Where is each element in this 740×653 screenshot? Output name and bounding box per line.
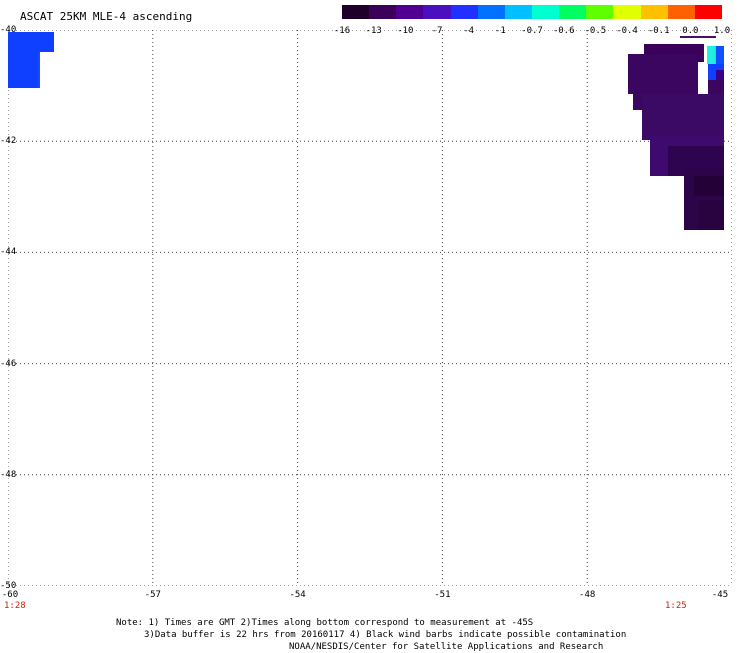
colorbar-label: -4 <box>463 26 475 36</box>
latitude-label: -46 <box>0 358 17 369</box>
colorbar-label: -0.1 <box>647 26 670 36</box>
colorbar-swatch <box>694 5 722 19</box>
colorbar-label: 0.0 <box>682 26 699 36</box>
notes: Note: 1) Times are GMT 2)Times along bot… <box>116 617 626 653</box>
longitude-label: -54 <box>289 590 306 600</box>
latitude-label: -48 <box>0 469 17 480</box>
latitude-label: -40 <box>0 25 17 35</box>
map-gridlines <box>8 30 732 586</box>
data-region-right <box>628 44 724 230</box>
colorbar-swatch <box>640 5 668 19</box>
colorbar-label: -0.6 <box>552 26 575 36</box>
colorbar-label: -1 <box>494 26 506 36</box>
colorbar-label: 1.0 <box>713 26 731 36</box>
colorbar-label: -0.7 <box>521 26 543 36</box>
map-plot <box>8 30 732 586</box>
colorbar-swatch <box>586 5 614 19</box>
time-label-left: 1:28 <box>4 601 26 611</box>
colorbar-label: -16 <box>333 26 351 36</box>
map-title: ASCAT 25KM MLE-4 ascending <box>20 10 193 23</box>
colorbar-swatch <box>559 5 587 19</box>
longitude-label: -51 <box>434 590 451 600</box>
colorbar-label: -0.4 <box>616 26 638 36</box>
longitude-label: -60 <box>1 590 19 600</box>
time-label-right: 1:25 <box>665 601 687 611</box>
colorbar-swatch <box>613 5 641 19</box>
longitude-label: -45 <box>711 590 729 600</box>
colorbar-swatch <box>450 5 478 19</box>
colorbar-label: -10 <box>397 26 414 36</box>
note-line-2: 3)Data buffer is 22 hrs from 20160117 4)… <box>144 630 627 640</box>
colorbar-labels: -16 -13 -10 -7 -4 -1 -0.7 -0.6 -0.5 -0.4 -0.1 0.0 1.… <box>330 26 740 38</box>
colorbar <box>342 5 722 19</box>
latitude-label: -42 <box>0 136 17 147</box>
colorbar-label: -0.5 <box>584 26 607 36</box>
colorbar-swatch <box>504 5 532 19</box>
colorbar-swatch <box>342 5 370 19</box>
data-region-upper-left <box>8 32 54 88</box>
note-line-1: Note: 1) Times are GMT 2)Times along bot… <box>116 618 534 628</box>
longitude-label: -48 <box>579 590 596 600</box>
colorbar-swatch <box>477 5 505 19</box>
colorbar-swatch <box>423 5 451 19</box>
colorbar-swatch <box>667 5 695 19</box>
colorbar-label: -7 <box>431 26 443 36</box>
colorbar-underline <box>680 36 716 38</box>
colorbar-label: -13 <box>365 26 382 36</box>
colorbar-swatch <box>531 5 560 19</box>
note-line-3: NOAA/NESDIS/Center for Satellite Applica… <box>289 642 604 652</box>
colorbar-swatch <box>396 5 424 19</box>
colorbar-swatch <box>369 5 397 19</box>
latitude-label: -50 <box>0 581 17 591</box>
latitude-label: -44 <box>0 247 17 258</box>
longitude-label: -57 <box>144 590 161 600</box>
